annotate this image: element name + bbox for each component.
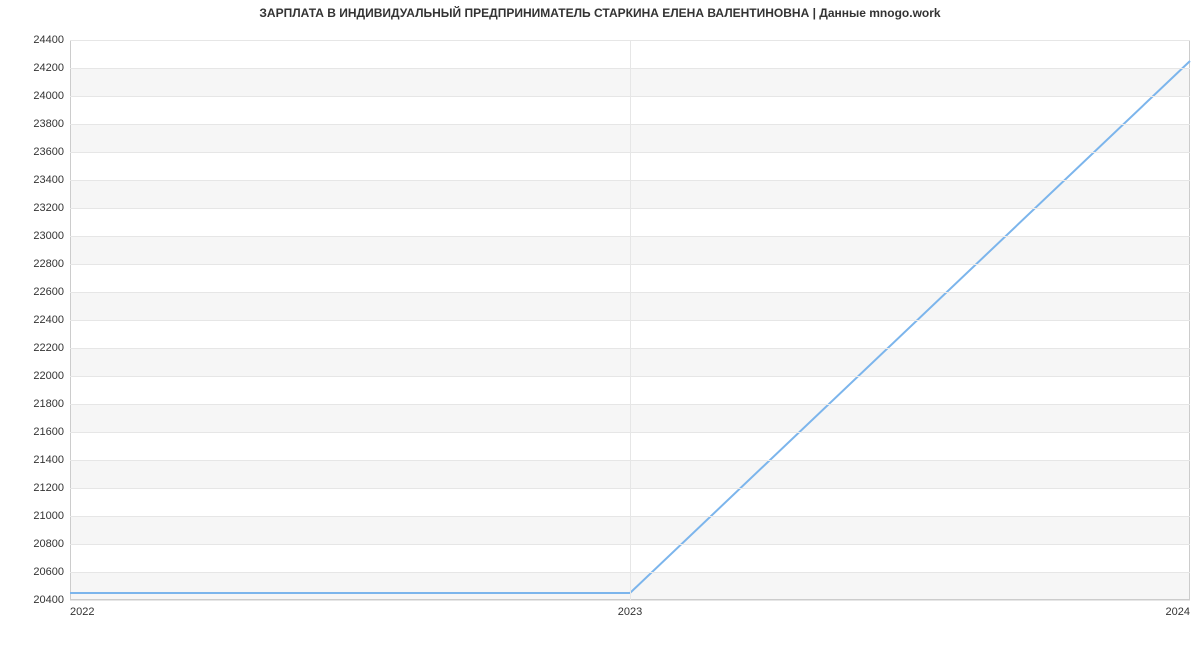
y-tick-label: 21000 [33,510,64,522]
x-tick-label: 2022 [70,606,94,618]
y-tick-label: 23200 [33,202,64,214]
y-tick-label: 21600 [33,426,64,438]
y-tick-label: 22400 [33,314,64,326]
y-tick-label: 20600 [33,566,64,578]
y-tick-label: 23400 [33,174,64,186]
x-tick-label: 2023 [618,606,642,618]
y-tick-label: 22800 [33,258,64,270]
y-tick-label: 23000 [33,230,64,242]
y-tick-label: 23800 [33,118,64,130]
y-tick-label: 23600 [33,146,64,158]
y-tick-label: 22200 [33,342,64,354]
y-tick-label: 21400 [33,454,64,466]
y-tick-label: 20400 [33,594,64,606]
y-tick-label: 21200 [33,482,64,494]
y-tick-label: 20800 [33,538,64,550]
y-tick-label: 24200 [33,62,64,74]
x-tick-label: 2024 [1166,606,1190,618]
y-tick-label: 22000 [33,370,64,382]
chart-title: ЗАРПЛАТА В ИНДИВИДУАЛЬНЫЙ ПРЕДПРИНИМАТЕЛ… [0,6,1200,20]
plot-area: 2040020600208002100021200214002160021800… [70,40,1190,600]
y-tick-label: 24000 [33,90,64,102]
x-gridline [630,40,631,600]
y-tick-label: 22600 [33,286,64,298]
chart-container: { "chart": { "type": "line", "title": "З… [0,0,1200,650]
y-gridline [70,600,1190,601]
y-tick-label: 21800 [33,398,64,410]
y-tick-label: 24400 [33,34,64,46]
